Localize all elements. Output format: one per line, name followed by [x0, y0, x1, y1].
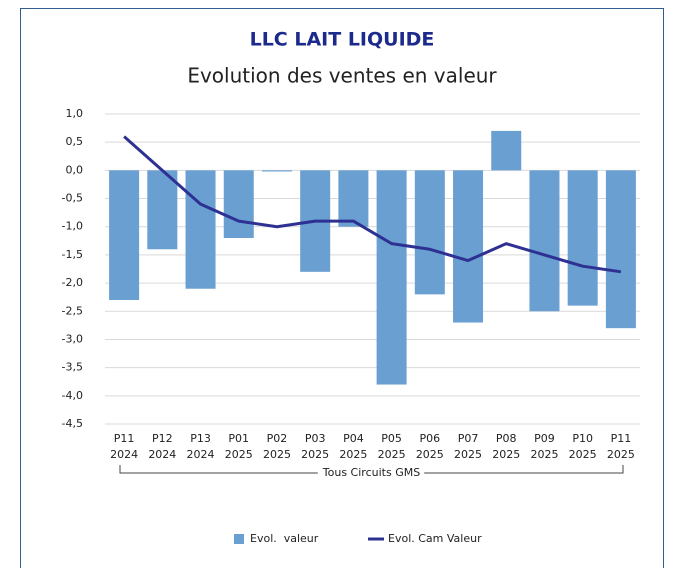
y-tick-label: -2,0 — [62, 276, 83, 289]
bar — [185, 170, 216, 289]
bar — [529, 170, 560, 312]
x-tick-label: 2025 — [492, 448, 520, 461]
legend-label: Evol. valeur — [250, 532, 319, 545]
x-tick-label: P10 — [572, 432, 593, 445]
x-tick-label: P02 — [267, 432, 288, 445]
y-tick-label: -0,5 — [62, 192, 83, 205]
bar — [453, 170, 484, 323]
y-tick-label: -4,0 — [62, 389, 83, 402]
x-tick-label: 2024 — [110, 448, 138, 461]
chart-title: LLC LAIT LIQUIDE — [250, 29, 435, 51]
line — [123, 135, 622, 274]
bar — [376, 170, 407, 385]
x-tick-label: 2025 — [301, 448, 329, 461]
bar — [223, 170, 254, 238]
x-tick-label: 2025 — [378, 448, 406, 461]
x-tick-label: P13 — [190, 432, 211, 445]
legend-swatch — [234, 534, 244, 544]
legend-label: Evol. Cam Valeur — [388, 532, 482, 545]
group-label: Tous Circuits GMS — [322, 466, 420, 479]
x-tick-label: 2025 — [416, 448, 444, 461]
bar — [605, 170, 636, 329]
x-tick-label: 2024 — [187, 448, 215, 461]
x-tick-label: P08 — [496, 432, 517, 445]
x-tick-label: 2025 — [569, 448, 597, 461]
y-tick-label: 0,5 — [66, 135, 84, 148]
x-tick-label: P05 — [381, 432, 402, 445]
bar — [338, 170, 369, 227]
bar — [414, 170, 445, 295]
x-tick-label: P12 — [152, 432, 173, 445]
y-tick-label: 1,0 — [66, 107, 84, 120]
x-tick-label: 2025 — [607, 448, 635, 461]
bar — [147, 170, 178, 250]
y-tick-label: -4,5 — [62, 417, 83, 430]
x-tick-label: 2025 — [263, 448, 291, 461]
y-tick-label: -3,0 — [62, 332, 83, 345]
x-tick-label: P11 — [611, 432, 632, 445]
x-tick-label: P04 — [343, 432, 364, 445]
y-tick-label: -1,5 — [62, 248, 83, 261]
y-tick-label: 0,0 — [66, 163, 84, 176]
x-tick-label: P09 — [534, 432, 555, 445]
group-label-bg — [317, 469, 425, 477]
bar — [491, 130, 522, 171]
chart-subtitle: Evolution des ventes en valeur — [187, 64, 497, 88]
bar — [109, 170, 140, 300]
x-tick-label: P06 — [420, 432, 441, 445]
x-tick-label: 2025 — [530, 448, 558, 461]
x-tick-label: 2025 — [339, 448, 367, 461]
x-tick-label: 2025 — [454, 448, 482, 461]
x-tick-label: P07 — [458, 432, 479, 445]
x-tick-label: P11 — [114, 432, 135, 445]
bar — [261, 170, 292, 172]
x-tick-label: P03 — [305, 432, 326, 445]
y-tick-label: -1,0 — [62, 220, 83, 233]
y-tick-label: -3,5 — [62, 361, 83, 374]
x-tick-label: 2025 — [225, 448, 253, 461]
x-tick-label: 2024 — [148, 448, 176, 461]
bar — [567, 170, 598, 306]
y-tick-label: -2,5 — [62, 304, 83, 317]
x-tick-label: P01 — [228, 432, 249, 445]
